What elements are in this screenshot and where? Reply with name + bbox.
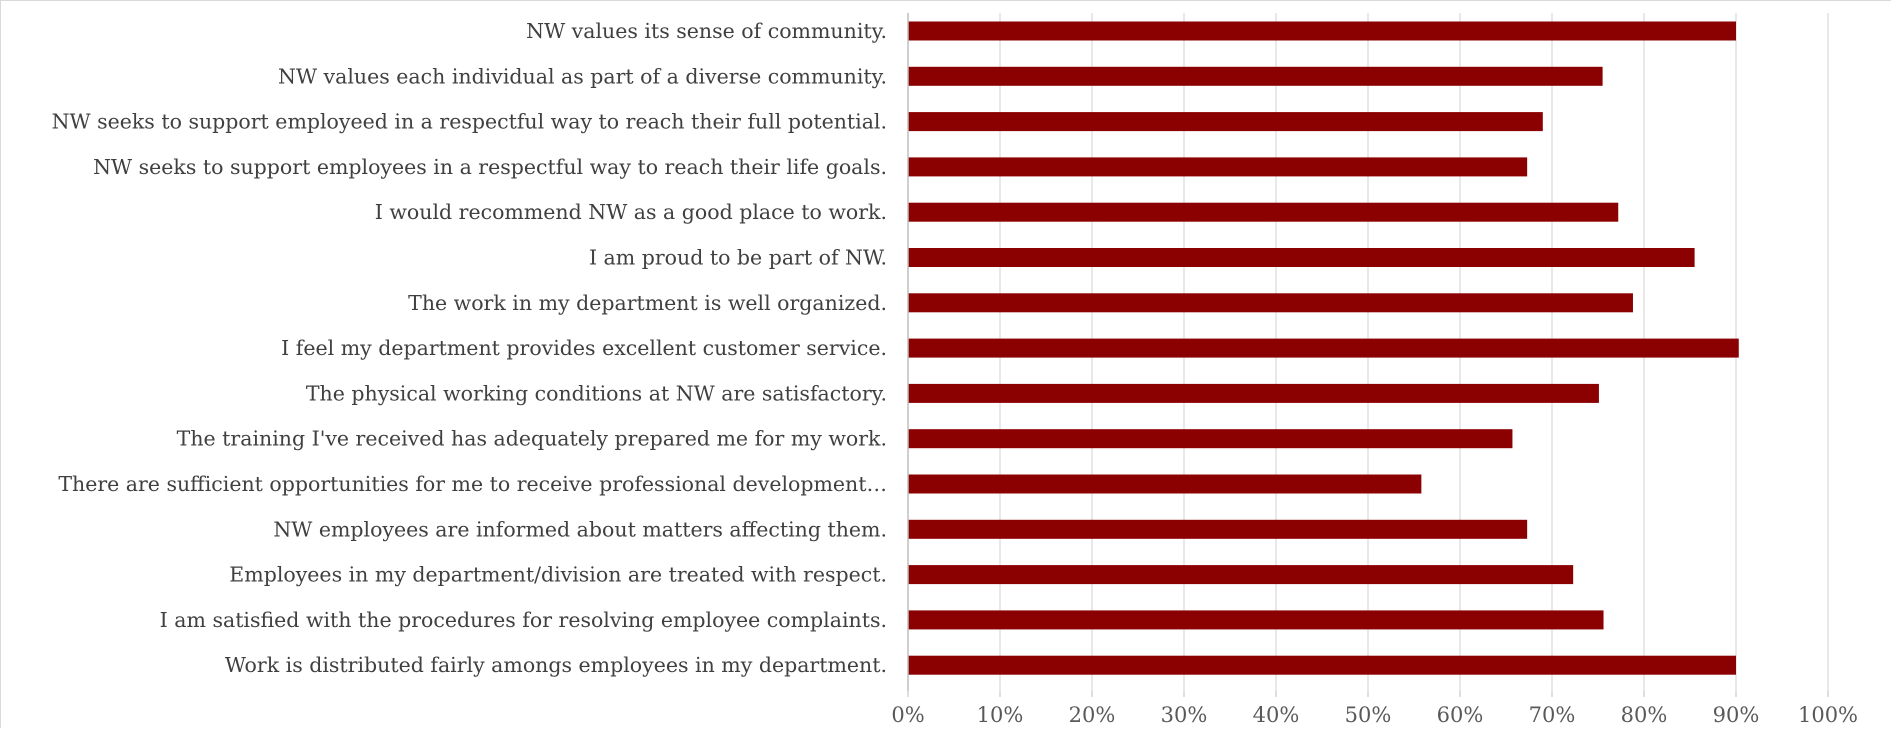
bar <box>908 519 1528 539</box>
category-label: Employees in my department/division are … <box>229 563 887 587</box>
category-label: I would recommend NW as a good place to … <box>375 200 887 224</box>
bar <box>908 202 1619 222</box>
x-tick-label: 10% <box>977 703 1024 727</box>
x-tick-label: 70% <box>1529 703 1576 727</box>
x-tick-label: 40% <box>1253 703 1300 727</box>
category-label: I am proud to be part of NW. <box>589 246 887 270</box>
axes <box>907 13 1829 697</box>
category-label: The physical working conditions at NW ar… <box>306 381 887 405</box>
category-label: I feel my department provides excellent … <box>281 336 887 360</box>
x-tick-label: 30% <box>1161 703 1208 727</box>
bar <box>908 565 1574 585</box>
category-label: The training I've received has adequatel… <box>177 427 887 451</box>
category-label: Work is distributed fairly amongs employ… <box>225 653 887 677</box>
bars <box>908 21 1739 675</box>
category-label: NW seeks to support employeed in a respe… <box>52 110 887 134</box>
category-label: There are sufficient opportunities for m… <box>58 472 887 496</box>
x-tick-label: 100% <box>1798 703 1858 727</box>
x-tick-label: 60% <box>1437 703 1484 727</box>
tick-labels: 0% 10% 20% 30% 40% 50% 60% 70% 80% 90% 100% <box>891 703 1858 727</box>
x-tick-label: 90% <box>1713 703 1760 727</box>
x-tick-label: 0% <box>891 703 924 727</box>
category-labels: NW values its sense of community. NW valu… <box>52 19 887 677</box>
bar <box>908 610 1604 630</box>
bar <box>908 66 1603 86</box>
x-tick-label: 20% <box>1069 703 1116 727</box>
bar <box>908 429 1513 449</box>
category-label: NW employees are informed about matters … <box>273 517 887 541</box>
category-label: The work in my department is well organi… <box>408 291 887 315</box>
bar <box>908 248 1695 267</box>
bar <box>908 474 1422 494</box>
bar <box>908 21 1736 41</box>
bar <box>908 112 1543 132</box>
bar <box>908 655 1736 675</box>
bar <box>908 293 1633 313</box>
category-label: NW values its sense of community. <box>526 19 887 43</box>
category-label: NW seeks to support employees in a respe… <box>93 155 887 179</box>
bar <box>908 383 1599 403</box>
bar <box>908 338 1739 358</box>
category-label: NW values each individual as part of a d… <box>278 64 887 88</box>
category-label: I am satisfied with the procedures for r… <box>160 608 887 632</box>
x-tick-label: 50% <box>1345 703 1392 727</box>
bar <box>908 157 1528 177</box>
x-tick-label: 80% <box>1621 703 1668 727</box>
